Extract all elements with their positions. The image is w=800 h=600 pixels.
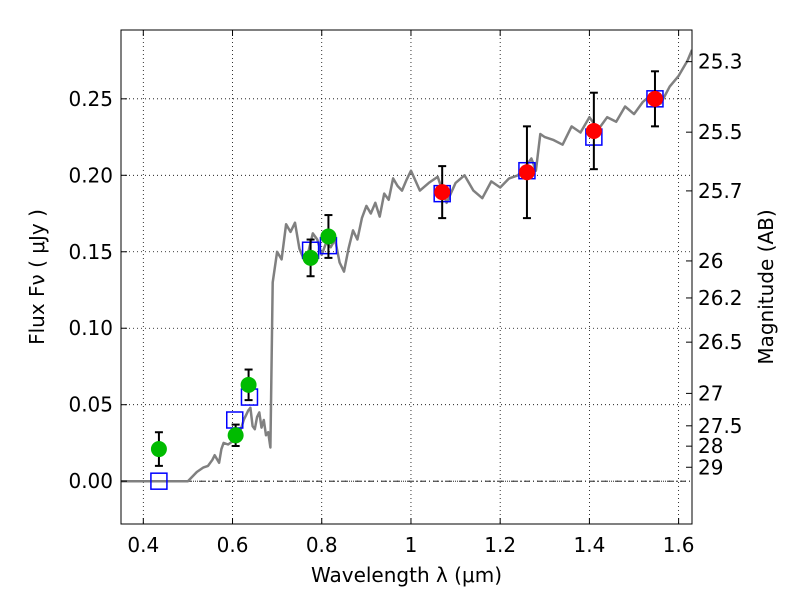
y-axis-label: Flux Fν ( μJy )	[25, 209, 49, 345]
red-data-point	[434, 184, 451, 201]
plot-area	[121, 49, 692, 490]
plot-frame	[120, 29, 693, 525]
right-tick-label: 27	[698, 381, 723, 405]
x-tick-label: 1	[405, 533, 418, 557]
green-data-point	[150, 441, 167, 458]
x-tick-label: 1.2	[484, 533, 516, 557]
right-tick-label: 26.2	[698, 286, 743, 310]
y-tick-label: 0.20	[68, 163, 113, 187]
grid	[121, 30, 692, 524]
green-data-point	[302, 249, 319, 266]
right-tick-label: 26	[698, 249, 723, 273]
x-tick-label: 0.4	[127, 533, 159, 557]
y-tick-label: 0.00	[68, 469, 113, 493]
x-tick-label: 1.6	[663, 533, 695, 557]
x-tick-label: 0.6	[217, 533, 249, 557]
y-tick-label: 0.15	[68, 240, 113, 264]
x-axis-label: Wavelength λ (μm)	[311, 563, 502, 587]
model-spectrum-line	[121, 49, 692, 483]
red-data-point	[518, 164, 535, 181]
right-tick-label: 29	[698, 455, 723, 479]
y-tick-label: 0.05	[68, 393, 113, 417]
x-tick-label: 1.4	[573, 533, 605, 557]
green-data-point	[240, 376, 257, 393]
red-data-point	[646, 90, 663, 107]
right-tick-label: 27.5	[698, 414, 743, 438]
ticks: 0.4 0.6 0.8 1 1.2 1.4 1.6 0.00 0.05 0.10 0.15 0.20 0…	[68, 30, 743, 557]
green-data-point	[227, 427, 244, 444]
right-tick-label: 25.7	[698, 179, 743, 203]
right-tick-label: 25.3	[698, 50, 743, 74]
right-axis-label: Magnitude (AB)	[754, 209, 778, 364]
y-tick-label: 0.25	[68, 87, 113, 111]
x-tick-label: 0.8	[306, 533, 338, 557]
right-tick-label: 25.5	[698, 120, 743, 144]
right-tick-label: 26.5	[698, 330, 743, 354]
right-tick-label: 28	[698, 434, 723, 458]
y-tick-label: 0.10	[68, 316, 113, 340]
model-flux-square	[150, 472, 168, 490]
green-data-point	[320, 228, 337, 245]
red-data-point	[585, 122, 602, 139]
